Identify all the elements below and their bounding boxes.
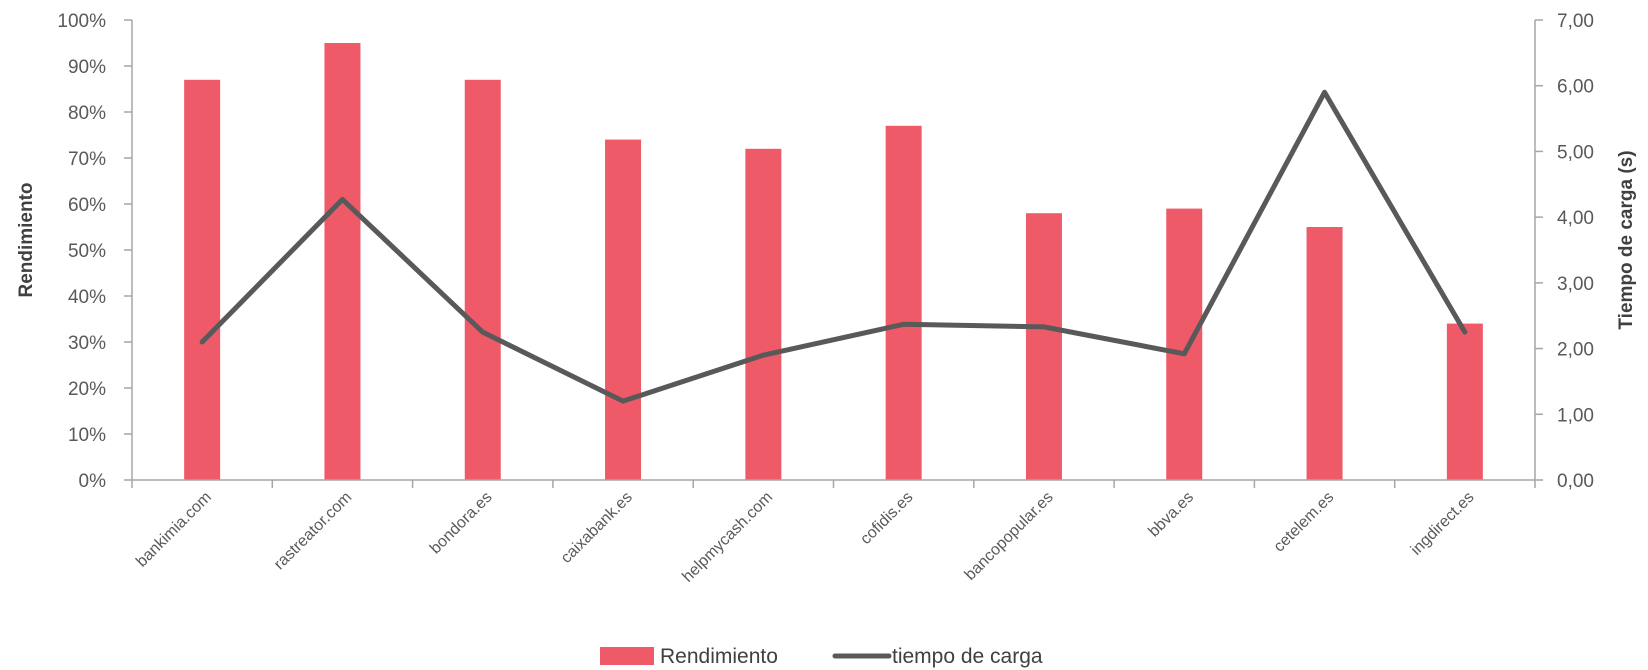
category-label: ingdirect.es [1408, 489, 1478, 559]
left-tick-label: 0% [79, 471, 107, 492]
left-axis-title: Rendimiento [16, 182, 37, 297]
right-axis-ticks: 0,00 1,00 2,00 3,00 4,00 5,00 6,00 7,00 [1535, 11, 1594, 492]
bar-cetelem.es [1306, 227, 1343, 480]
bar-bondora.es [464, 79, 501, 481]
right-tick-label: 5,00 [1557, 142, 1594, 163]
right-tick-label: 0,00 [1557, 471, 1594, 492]
category-label: bbva.es [1145, 489, 1197, 541]
line-series [199, 89, 1468, 404]
left-tick-label: 60% [68, 195, 106, 216]
right-tick-label: 6,00 [1557, 77, 1594, 98]
category-label: cofidis.es [857, 489, 916, 548]
category-label: helpmycash.com [679, 489, 776, 586]
left-tick-label: 100% [57, 11, 106, 32]
line-tiempo-de-carga [199, 89, 1468, 404]
bar-bancopopular.es [1025, 213, 1062, 480]
legend-swatch-rendimiento [600, 647, 654, 665]
category-label: bancopopular.es [962, 489, 1057, 584]
left-tick-label: 30% [68, 333, 106, 354]
bar-series [184, 43, 1483, 481]
left-tick-label: 40% [68, 287, 106, 308]
category-label: caixabank.es [558, 489, 636, 567]
left-tick-label: 10% [68, 425, 106, 446]
category-label: bondora.es [427, 489, 496, 558]
category-label: cetelem.es [1271, 489, 1338, 556]
legend-label-tiempo-de-carga: tiempo de carga [892, 645, 1043, 668]
left-tick-label: 20% [68, 379, 106, 400]
bar-ingdirect.es [1446, 323, 1483, 480]
bar-rastreator.com [324, 43, 361, 480]
right-tick-label: 7,00 [1557, 11, 1594, 32]
legend: Rendimiento tiempo de carga [600, 645, 1043, 668]
left-tick-label: 50% [68, 241, 106, 262]
legend-label-rendimiento: Rendimiento [660, 645, 778, 668]
right-tick-label: 2,00 [1557, 340, 1594, 361]
left-axis-ticks: 0% 10% 20% 30% 40% 50% 60% 70% 80% 90% 100% [57, 11, 132, 492]
bar-bbva.es [1166, 208, 1203, 480]
category-labels: bankimia.com rastreator.com bondora.es caix… [133, 489, 1478, 586]
right-axis-title: Tiempo de carga (s) [1616, 150, 1637, 329]
bar-cofidis.es [885, 125, 922, 481]
left-tick-label: 70% [68, 149, 106, 170]
bar-helpmycash.com [745, 148, 782, 481]
bar-bankimia.com [184, 79, 221, 481]
category-label: bankimia.com [133, 489, 215, 571]
left-tick-label: 80% [68, 103, 106, 124]
left-tick-label: 90% [68, 57, 106, 78]
bar-caixabank.es [605, 139, 642, 480]
right-tick-label: 1,00 [1557, 405, 1594, 426]
right-tick-label: 3,00 [1557, 274, 1594, 295]
right-tick-label: 4,00 [1557, 208, 1594, 229]
category-label: rastreator.com [271, 489, 355, 573]
